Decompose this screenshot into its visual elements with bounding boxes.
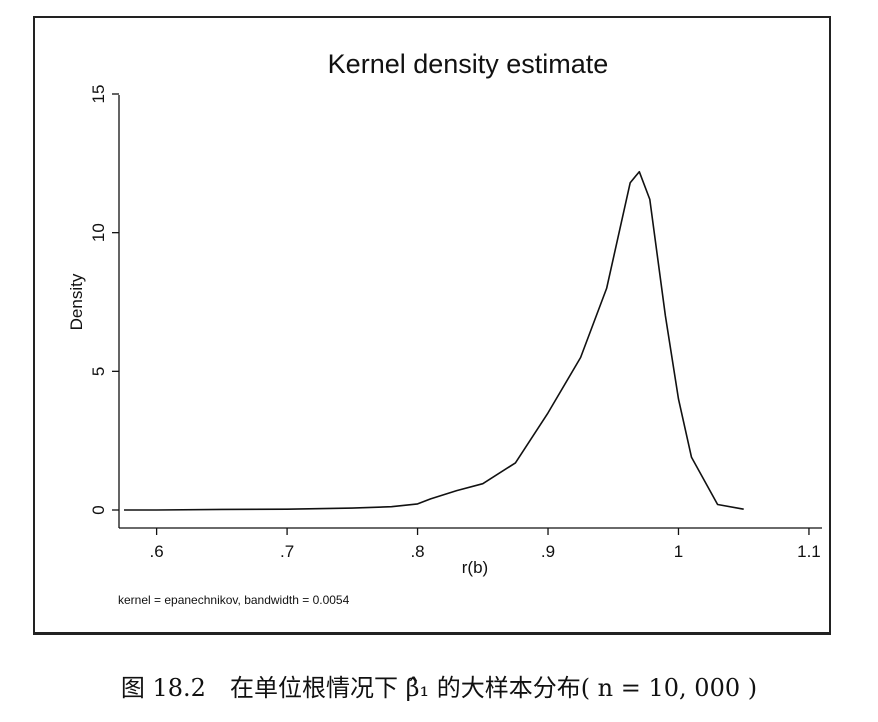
x-tick-label: .6 [150,542,164,561]
y-tick-label: 0 [89,505,108,514]
x-tick-label: .9 [541,542,555,561]
density-line [124,170,744,511]
y-ticks: 0 5 10 15 [89,85,119,515]
y-tick-label: 10 [89,223,108,242]
kernel-note: kernel = epanechnikov, bandwidth = 0.005… [118,593,350,607]
y-tick-label: 5 [89,367,108,376]
x-tick-label: 1.1 [797,542,821,561]
figure-caption: 图 18.2 在单位根情况下 β̂₁ 的大样本分布( n = 10, 000 ) [120,674,758,702]
x-axis-label: r(b) [462,558,488,577]
x-ticks: .6 .7 .8 .9 1 1.1 [150,528,821,561]
y-axis-label: Density [67,273,86,330]
x-tick-label: .7 [280,542,294,561]
x-tick-label: 1 [674,542,683,561]
y-tick-label: 15 [89,85,108,104]
chart-title: Kernel density estimate [328,49,609,79]
chart-frame [33,16,831,635]
x-tick-label: .8 [410,542,424,561]
series-layer [124,170,744,511]
